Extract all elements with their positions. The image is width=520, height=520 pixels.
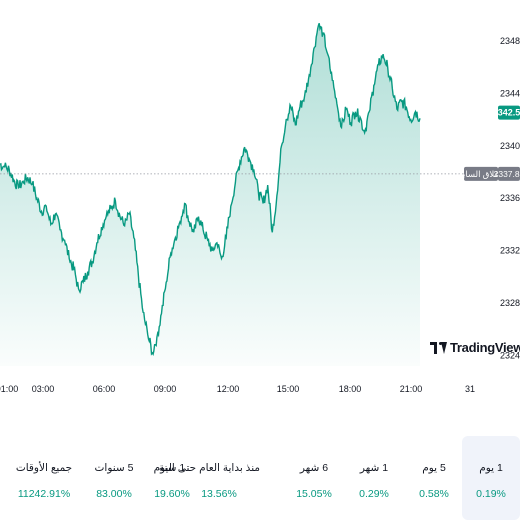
x-tick-label: 21:00 <box>400 384 423 394</box>
previous-close-value: 2337.86 <box>494 169 520 179</box>
period-change-value: 83.00% <box>96 488 132 500</box>
period-label: منذ بداية العام حتى اليوم <box>153 462 260 474</box>
y-tick-label: 2328.00 <box>500 298 520 308</box>
period-0[interactable]: 1 يوم 0.19% <box>462 436 520 520</box>
x-tick-label: 01:00 <box>0 384 18 394</box>
period-change-value: 13.56% <box>201 488 237 500</box>
y-tick-label: 2336.00 <box>500 193 520 203</box>
period-label: 1 يوم <box>479 462 503 474</box>
period-change-value: 15.05% <box>296 488 332 500</box>
period-change-value: 19.60% <box>154 488 190 500</box>
period-7[interactable]: جميع الأوقات 11242.91% <box>10 436 78 520</box>
period-label: 1 شهر <box>359 462 389 474</box>
period-change-value: 11242.91% <box>17 488 71 500</box>
period-6[interactable]: 5 سنوات 83.00% <box>88 436 140 520</box>
price-chart[interactable]: 2324.00 2328.00 2332.00 2336.00 2340.00 2344.… <box>0 0 520 400</box>
period-label: 5 يوم <box>422 462 446 474</box>
tradingview-mark-icon <box>430 341 447 354</box>
x-tick-label: 12:00 <box>217 384 240 394</box>
period-change-value: 0.19% <box>476 488 506 500</box>
previous-close-value-badge <box>498 166 520 181</box>
previous-close-label: الإغلاق السابق <box>456 169 506 180</box>
y-tick-label: 2348.00 <box>500 36 520 46</box>
price-area-fill <box>0 23 420 366</box>
period-label: 1 سنة <box>158 462 186 474</box>
last-price-badge <box>498 105 520 120</box>
x-tick-label: 06:00 <box>93 384 116 394</box>
period-label: 5 سنوات <box>94 462 134 474</box>
y-tick-label: 2332.00 <box>500 246 520 256</box>
period-label: جميع الأوقات <box>15 462 73 474</box>
x-tick-label: 15:00 <box>277 384 300 394</box>
period-1[interactable]: 5 يوم 0.58% <box>408 436 460 520</box>
tradingview-logo: TradingView <box>430 340 520 355</box>
period-5[interactable]: 1 سنة 19.60% <box>146 436 198 520</box>
previous-close-label-badge <box>464 166 498 181</box>
period-change-value: 0.58% <box>419 488 449 500</box>
x-tick-label: 18:00 <box>339 384 362 394</box>
x-tick-label: 09:00 <box>154 384 177 394</box>
y-tick-label: 2340.00 <box>500 141 520 151</box>
period-label: 6 شهر <box>299 462 329 474</box>
period-4[interactable]: منذ بداية العام حتى اليوم 13.56% <box>153 436 260 520</box>
period-3[interactable]: 6 شهر 15.05% <box>288 436 340 520</box>
x-tick-label: 31 <box>465 384 475 394</box>
y-tick-label: 2324.00 <box>500 351 520 361</box>
period-change-value: 0.29% <box>359 488 389 500</box>
last-price-value: 2342.53 <box>493 108 520 118</box>
chart-canvas[interactable]: 2324.00 2328.00 2332.00 2336.00 2340.00 2344.… <box>0 0 520 400</box>
y-tick-label: 2344.00 <box>500 88 520 98</box>
period-selector: 1 يوم 0.19% 5 يوم 0.58% 1 شهر 0.29% 6 شهر 15.05… <box>0 436 520 520</box>
price-line <box>0 22 421 357</box>
tradingview-logo-text: TradingView <box>450 340 520 355</box>
x-tick-label: 03:00 <box>32 384 55 394</box>
period-2[interactable]: 1 شهر 0.29% <box>348 436 400 520</box>
